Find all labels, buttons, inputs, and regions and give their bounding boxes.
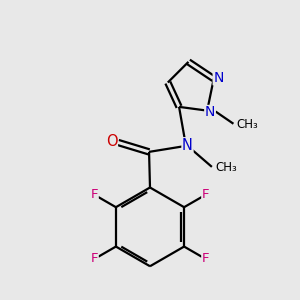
Text: F: F <box>202 253 209 266</box>
Text: N: N <box>213 71 224 85</box>
Text: CH₃: CH₃ <box>236 118 258 131</box>
Text: N: N <box>182 138 193 153</box>
Text: O: O <box>106 134 117 149</box>
Text: F: F <box>202 188 209 201</box>
Text: N: N <box>205 106 215 119</box>
Text: F: F <box>91 253 98 266</box>
Text: CH₃: CH₃ <box>216 161 237 174</box>
Text: F: F <box>91 188 98 201</box>
